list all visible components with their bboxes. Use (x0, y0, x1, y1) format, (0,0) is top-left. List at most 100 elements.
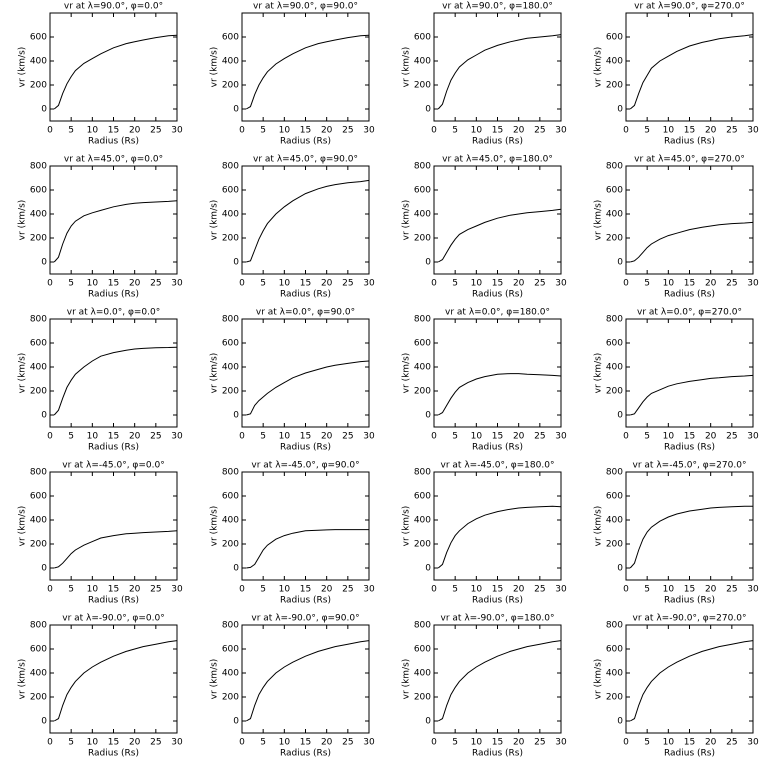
x-tick-label: 5 (260, 279, 266, 289)
x-axis-label: Radius (Rs) (88, 290, 139, 300)
y-tick-label: 200 (414, 693, 431, 703)
y-tick-label: 400 (414, 363, 431, 373)
x-tick-label: 15 (492, 126, 503, 136)
line-series (437, 208, 562, 263)
plot-frame (433, 12, 562, 122)
x-tick-label: 10 (471, 738, 483, 748)
x-tick-label: 0 (431, 432, 437, 442)
y-tick-label: 800 (414, 315, 431, 325)
y-tick-label: 0 (617, 564, 623, 574)
x-axis-label: Radius (Rs) (664, 443, 715, 453)
line-series (53, 346, 178, 416)
x-tick-label: 10 (87, 738, 99, 748)
x-tick-label: 15 (684, 432, 695, 442)
x-tick-label: 5 (452, 279, 458, 289)
y-tick-label: 600 (606, 33, 623, 43)
x-tick-label: 25 (534, 126, 545, 136)
panel: vr at λ=0.0°, φ=180.0° 0 5 10 15 20 25 30 0 200 40… (402, 308, 567, 453)
x-axis-label: Radius (Rs) (280, 137, 331, 147)
x-tick-label: 10 (471, 126, 483, 136)
panel-title: vr at λ=0.0°, φ=270.0° (637, 308, 742, 318)
x-tick-label: 30 (747, 738, 759, 748)
x-tick-label: 10 (279, 432, 291, 442)
x-tick-label: 10 (279, 585, 291, 595)
x-tick-label: 5 (452, 126, 458, 136)
x-tick-label: 25 (150, 585, 161, 595)
y-tick-label: 0 (425, 258, 431, 268)
x-tick-label: 30 (555, 432, 567, 442)
x-tick-label: 5 (68, 126, 74, 136)
y-tick-label: 800 (222, 315, 239, 325)
x-tick-label: 5 (452, 585, 458, 595)
plot-frame (49, 471, 178, 581)
x-tick-label: 20 (513, 432, 525, 442)
panel: vr at λ=-45.0°, φ=270.0° 0 5 10 15 20 25 30 0 200… (594, 461, 759, 606)
x-axis-label: Radius (Rs) (280, 596, 331, 606)
y-tick-label: 200 (414, 81, 431, 91)
line-series (245, 34, 370, 110)
x-tick-label: 10 (471, 432, 483, 442)
y-tick-label: 400 (414, 669, 431, 679)
x-tick-label: 25 (726, 279, 737, 289)
x-tick-label: 30 (363, 432, 375, 442)
y-tick-label: 600 (414, 645, 431, 655)
line-series (246, 360, 370, 416)
line-series (629, 34, 754, 110)
x-tick-label: 5 (260, 126, 266, 136)
plot-frame (49, 165, 178, 275)
x-tick-label: 25 (534, 585, 545, 595)
y-axis-label: vr (km/s) (594, 506, 604, 547)
y-tick-label: 400 (606, 210, 623, 220)
panel-title: vr at λ=90.0°, φ=90.0° (253, 2, 358, 12)
y-tick-label: 0 (233, 258, 239, 268)
plot-frame (241, 12, 370, 122)
panel: vr at λ=45.0°, φ=0.0° 0 5 10 15 20 25 30 0 200 400… (18, 155, 183, 300)
x-tick-label: 10 (471, 279, 483, 289)
panel-title: vr at λ=90.0°, φ=0.0° (64, 2, 163, 12)
panel: vr at λ=-45.0°, φ=0.0° 0 5 10 15 20 25 30 0 200 40… (18, 461, 183, 606)
x-tick-label: 0 (239, 126, 245, 136)
y-tick-label: 0 (617, 105, 623, 115)
x-tick-label: 5 (644, 585, 650, 595)
y-tick-label: 200 (30, 540, 47, 550)
y-axis-label: vr (km/s) (210, 506, 220, 547)
x-tick-label: 20 (129, 738, 141, 748)
x-tick-label: 5 (68, 279, 74, 289)
y-tick-label: 400 (606, 57, 623, 67)
y-tick-label: 200 (606, 540, 623, 550)
line-series (437, 505, 562, 569)
panel: vr at λ=0.0°, φ=0.0° 0 5 10 15 20 25 30 0 200 400 6… (18, 308, 183, 453)
panel: vr at λ=-45.0°, φ=180.0° 0 5 10 15 20 25 30 0 200… (402, 461, 567, 606)
x-tick-label: 30 (363, 585, 375, 595)
x-tick-label: 0 (239, 585, 245, 595)
x-tick-label: 5 (644, 738, 650, 748)
y-tick-label: 200 (414, 234, 431, 244)
x-tick-label: 15 (300, 126, 311, 136)
x-tick-label: 25 (150, 126, 161, 136)
plot-frame (241, 471, 370, 581)
y-tick-label: 600 (222, 339, 239, 349)
x-tick-label: 10 (663, 279, 675, 289)
y-tick-label: 200 (414, 540, 431, 550)
y-tick-label: 600 (222, 186, 239, 196)
panel-title: vr at λ=0.0°, φ=90.0° (256, 308, 355, 318)
y-tick-label: 200 (606, 693, 623, 703)
y-tick-label: 400 (222, 363, 239, 373)
y-tick-label: 800 (222, 468, 239, 478)
x-axis-label: Radius (Rs) (664, 137, 715, 147)
y-axis-label: vr (km/s) (210, 353, 220, 394)
x-tick-label: 0 (239, 432, 245, 442)
x-tick-label: 25 (150, 738, 161, 748)
x-tick-label: 15 (108, 279, 119, 289)
y-tick-label: 400 (30, 57, 47, 67)
x-tick-label: 0 (431, 279, 437, 289)
x-tick-label: 25 (342, 585, 353, 595)
y-tick-label: 0 (425, 105, 431, 115)
x-tick-label: 20 (321, 585, 333, 595)
y-tick-label: 0 (617, 411, 623, 421)
y-axis-label: vr (km/s) (402, 353, 412, 394)
x-tick-label: 10 (279, 279, 291, 289)
y-axis-label: vr (km/s) (18, 353, 28, 394)
x-tick-label: 30 (747, 432, 759, 442)
line-series (53, 34, 178, 110)
